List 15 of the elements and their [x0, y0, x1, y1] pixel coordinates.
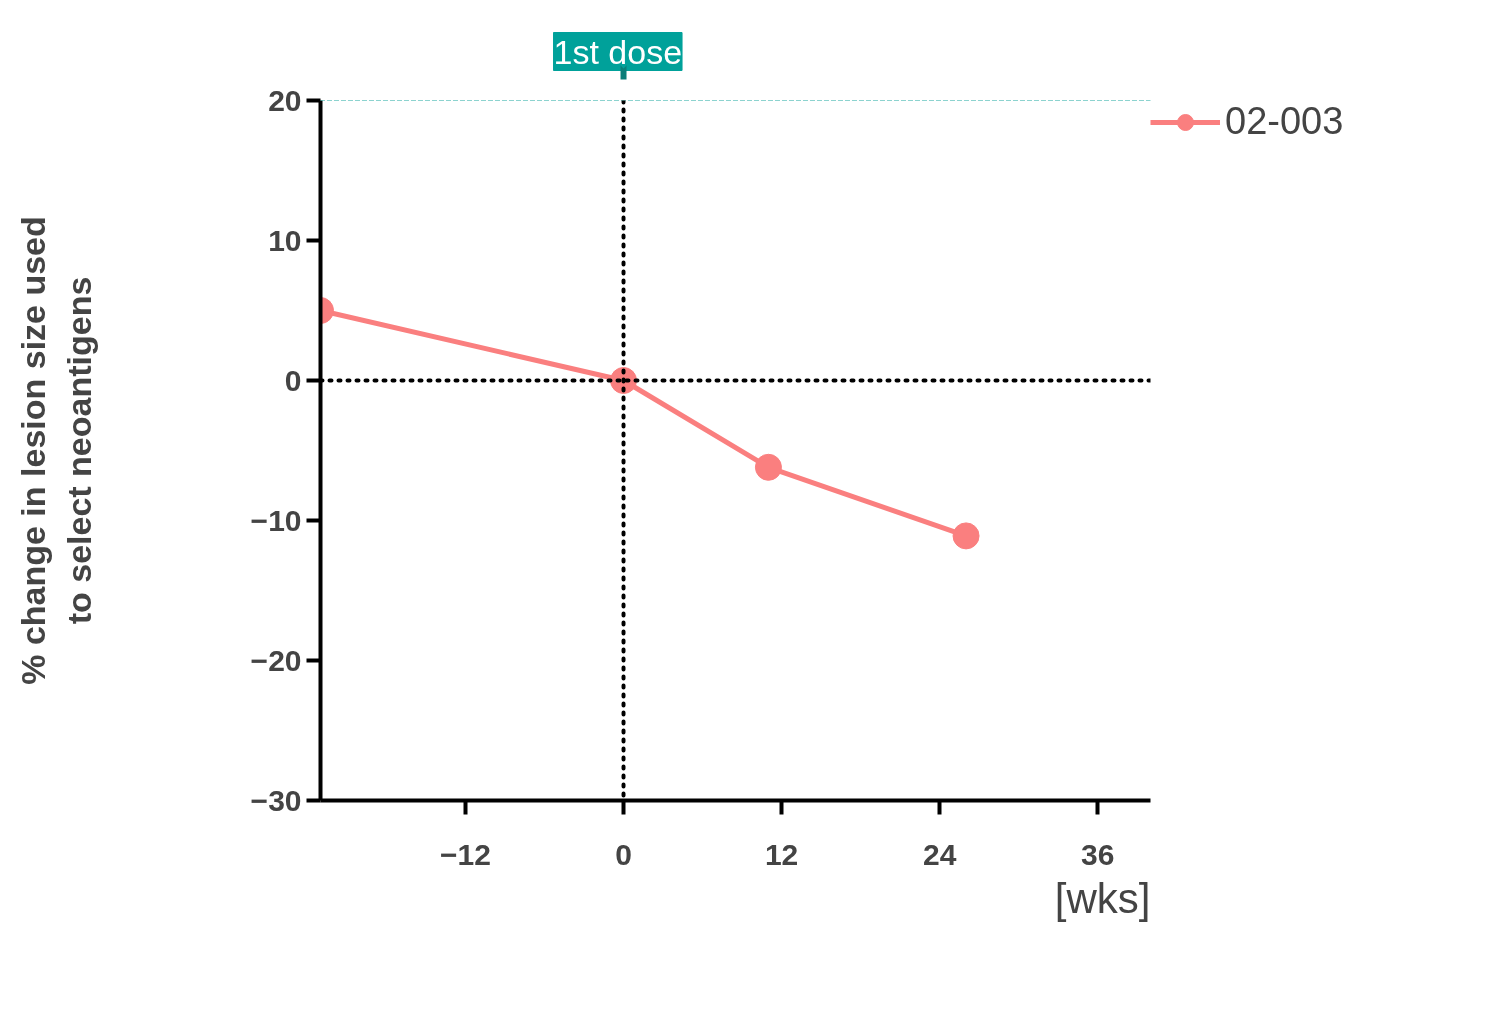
y-tick-label: 20 — [268, 83, 302, 117]
ref-line-label: 1st dose — [553, 32, 683, 71]
x-tick-label: 0 — [615, 837, 632, 871]
y-tick-label: −30 — [250, 783, 302, 817]
y-tick-label: 0 — [284, 363, 302, 397]
x-tick-label: 36 — [1081, 837, 1115, 871]
x-tick-label: 12 — [764, 837, 799, 871]
y-axis-title: % change in lesion size used to select neoantigens — [14, 216, 98, 685]
y-tick-label: −20 — [250, 643, 302, 677]
legend-label: 02-003 — [1225, 100, 1344, 143]
x-tick-label: −12 — [439, 837, 491, 871]
y-tick-label: −10 — [250, 503, 302, 537]
x-axis-title: [wks] — [1054, 874, 1151, 922]
y-tick-label: 10 — [268, 223, 302, 257]
x-tick-label: 24 — [923, 837, 957, 871]
